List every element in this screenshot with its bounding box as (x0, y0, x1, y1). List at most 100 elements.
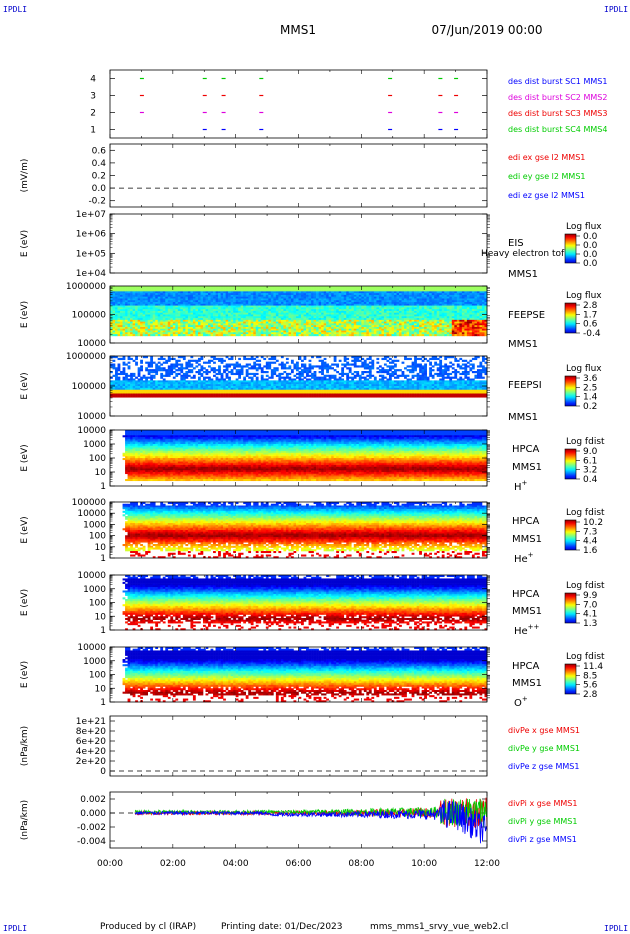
spectrogram-cell (200, 332, 203, 334)
spectrogram-cell (180, 302, 183, 304)
spectrogram-cell (200, 320, 203, 322)
spectrogram-cell (183, 300, 186, 302)
spectrogram-cell (241, 322, 244, 324)
spectrogram-cell (198, 290, 201, 292)
spectrogram-cell (238, 304, 241, 306)
spectrogram-cell (130, 291, 133, 293)
burst-ytick-label: 4 (90, 75, 96, 85)
spectrogram-cell (165, 304, 168, 306)
spectrogram-cell (213, 290, 216, 292)
spectrogram-cell (128, 331, 131, 333)
spectrogram-cell (173, 302, 176, 304)
spectrogram-cell (216, 291, 219, 293)
spectrogram-cell (120, 327, 123, 329)
spectrogram-cell (150, 313, 153, 315)
spectrogram-cell (128, 313, 131, 315)
spectrogram-cell (160, 334, 163, 336)
spectrogram-cell (241, 309, 244, 311)
spectrogram-cell (130, 334, 133, 336)
spectrogram-cell (211, 298, 214, 300)
spectrogram-cell (206, 297, 209, 299)
spectrogram-cell (228, 307, 231, 309)
spectrogram-cell (153, 332, 156, 334)
spectrogram-cell (138, 307, 141, 309)
spectrogram-cell (238, 290, 241, 292)
spectrogram-cell (150, 322, 153, 324)
spectrogram-cell (228, 334, 231, 336)
spectrogram-cell (138, 306, 141, 308)
spectrogram-cell (150, 311, 153, 313)
spectrogram-cell (243, 302, 246, 304)
spectrogram-cell (193, 316, 196, 318)
spectrogram-cell (115, 311, 118, 313)
spectrogram-cell (243, 300, 246, 302)
spectrogram-cell (130, 290, 133, 292)
spectrogram-cell (188, 313, 191, 315)
spectrogram-cell (203, 304, 206, 306)
spectrogram-cell (231, 298, 234, 300)
spectrogram-cell (178, 291, 181, 293)
spectrogram-cell (120, 290, 123, 292)
spectrogram-cell (115, 309, 118, 311)
spectrogram-cell (130, 309, 133, 311)
spectrogram-cell (113, 309, 116, 311)
spectrogram-cell (125, 288, 128, 290)
spectrogram-cell (213, 325, 216, 327)
spectrogram-cell (175, 325, 178, 327)
spectrogram-cell (125, 316, 128, 318)
spectrogram-cell (211, 334, 214, 336)
spectrogram-cell (231, 293, 234, 295)
spectrogram-cell (123, 288, 126, 290)
spectrogram-cell (113, 307, 116, 309)
spectrogram-cell (228, 325, 231, 327)
spectrogram-cell (168, 304, 171, 306)
spectrogram-cell (158, 323, 161, 325)
spectrogram-cell (113, 302, 116, 304)
spectrogram-cell (120, 311, 123, 313)
spectrogram-cell (168, 331, 171, 333)
spectrogram-cell (135, 297, 138, 299)
spectrogram-cell (135, 329, 138, 331)
spectrogram-cell (140, 309, 143, 311)
spectrogram-cell (128, 288, 131, 290)
frame-eis (110, 214, 487, 273)
spectrogram-cell (213, 307, 216, 309)
spectrogram-cell (180, 291, 183, 293)
spectrogram-cell (118, 325, 121, 327)
spectrogram-cell (203, 316, 206, 318)
spectrogram-cell (218, 323, 221, 325)
spectrogram-cell (110, 311, 113, 313)
spectrogram-cell (160, 288, 163, 290)
spectrogram-cell (123, 311, 126, 313)
spectrogram-cell (115, 316, 118, 318)
spectrogram-cell (165, 297, 168, 299)
spectrogram-cell (185, 325, 188, 327)
spectrogram-cell (218, 331, 221, 333)
spectrogram-cell (211, 295, 214, 297)
spectrogram-cell (138, 320, 141, 322)
spectrogram-cell (193, 304, 196, 306)
spectrogram-cell (193, 332, 196, 334)
spectrogram-cell (233, 322, 236, 324)
spectrogram-cell (188, 290, 191, 292)
spectrogram-cell (135, 288, 138, 290)
spectrogram-cell (145, 309, 148, 311)
spectrogram-cell (148, 325, 151, 327)
spectrogram-cell (223, 327, 226, 329)
spectrogram-cell (231, 290, 234, 292)
spectrogram-cell (185, 311, 188, 313)
spectrogram-cell (118, 322, 121, 324)
spectrogram-cell (130, 320, 133, 322)
spectrogram-cell (195, 315, 198, 317)
spectrogram-cell (125, 329, 128, 331)
spectrogram-cell (168, 307, 171, 309)
spectrogram-cell (140, 313, 143, 315)
spectrogram-cell (123, 293, 126, 295)
spectrogram-cell (158, 318, 161, 320)
spectrogram-cell (218, 315, 221, 317)
spectrogram-cell (236, 300, 239, 302)
spectrogram-cell (168, 318, 171, 320)
spectrogram-cell (231, 316, 234, 318)
spectrogram-cell (165, 315, 168, 317)
spectrogram-cell (233, 329, 236, 331)
